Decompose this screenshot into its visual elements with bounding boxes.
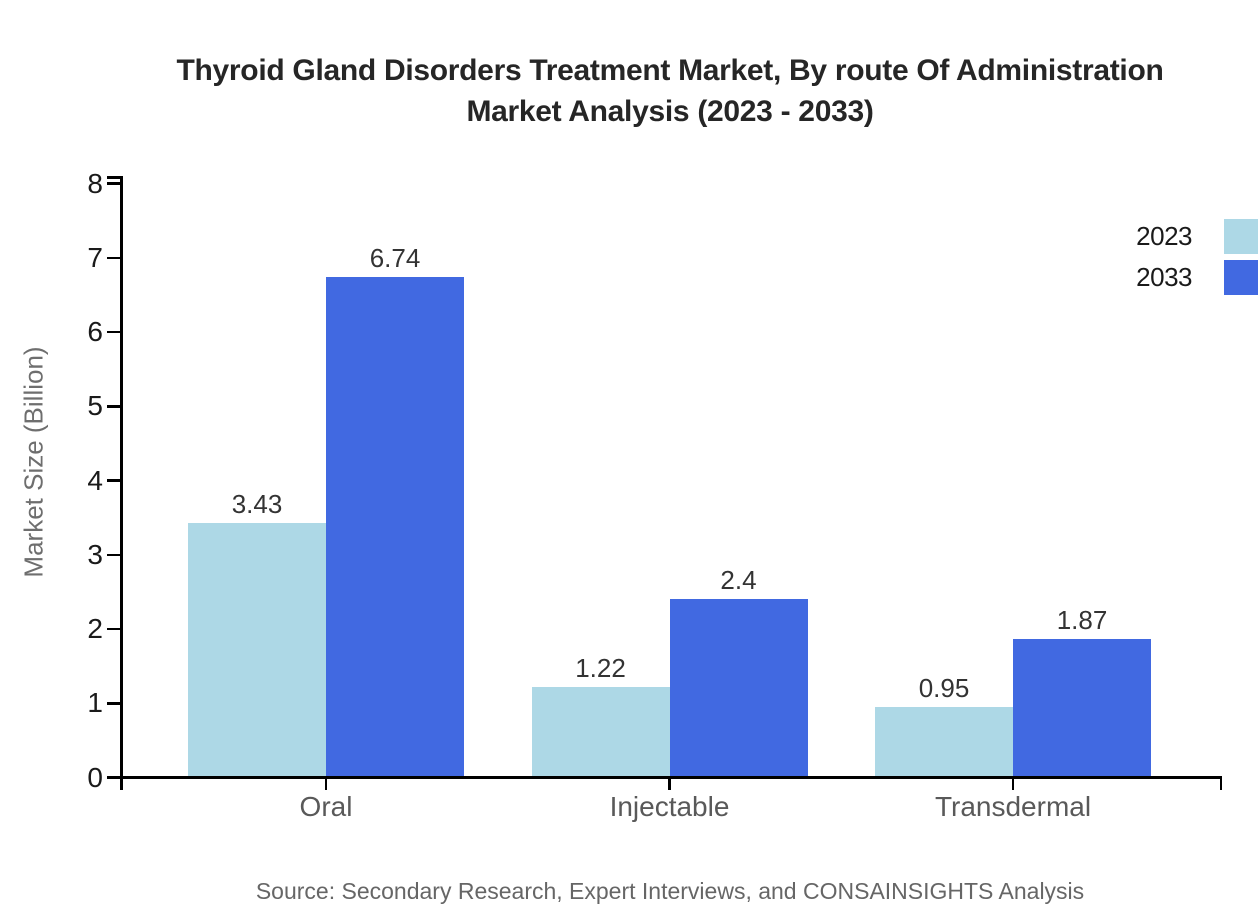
legend-label-2033: 2033 (1136, 261, 1192, 292)
bar-2023-oral (188, 522, 326, 778)
y-tick (107, 182, 120, 185)
bar-2033-transdermal (1013, 638, 1151, 778)
y-tick (107, 479, 120, 482)
y-tick (107, 553, 120, 556)
bar-2033-injectable (669, 599, 808, 778)
y-tick (107, 330, 120, 334)
legend-swatch-2023 (1224, 219, 1258, 254)
legend-swatch-2033 (1224, 259, 1258, 295)
bar-value-label: 2.4 (720, 565, 757, 596)
y-tick (107, 702, 120, 705)
bar-value-label: 1.87 (1056, 604, 1108, 635)
chart-title-line1: Thyroid Gland Disorders Treatment Market… (176, 54, 1164, 87)
y-tick-label: 2 (87, 613, 103, 644)
x-axis-outer-tick-right (1219, 776, 1222, 791)
y-axis-line (120, 176, 123, 779)
y-tick (107, 256, 120, 259)
bar-value-label: 3.43 (231, 488, 283, 519)
bar-value-label: 0.95 (918, 672, 970, 703)
y-tick-label: 4 (87, 464, 103, 496)
bar-2023-transdermal (875, 706, 1013, 778)
bar-2033-oral (326, 277, 464, 778)
y-tick (107, 627, 120, 631)
x-category-label: Injectable (609, 791, 730, 822)
bar-2023-injectable (531, 686, 670, 778)
y-tick (107, 776, 120, 779)
x-axis-outer-tick-left (120, 776, 123, 791)
y-tick-label: 0 (87, 761, 103, 793)
x-tick (1011, 776, 1015, 791)
chart-title: Thyroid Gland Disorders Treatment Market… (80, 50, 1260, 132)
y-tick (107, 405, 120, 408)
legend-entry-2023: 2023 (1136, 219, 1258, 254)
source-note: Source: Secondary Research, Expert Inter… (255, 878, 1085, 904)
chart-title-line2: Market Analysis (2023 - 2033) (466, 95, 874, 128)
x-category-label: Oral (299, 791, 353, 822)
bar-value-label: 1.22 (575, 652, 626, 683)
x-category-label: Transdermal (934, 791, 1092, 822)
y-axis-outer-tick (107, 176, 120, 179)
legend-entry-2033: 2033 (1136, 259, 1258, 295)
x-tick (668, 776, 671, 791)
legend-label-2023: 2023 (1136, 221, 1192, 251)
bar-value-label: 6.74 (369, 243, 421, 274)
x-tick (324, 776, 328, 791)
y-tick-label: 3 (87, 538, 103, 570)
x-axis-line (120, 776, 1222, 779)
y-tick-label: 8 (87, 167, 103, 199)
y-tick-label: 1 (87, 687, 103, 719)
y-tick-label: 5 (87, 390, 103, 422)
y-tick-label: 6 (87, 316, 103, 347)
y-tick-label: 7 (87, 241, 103, 273)
